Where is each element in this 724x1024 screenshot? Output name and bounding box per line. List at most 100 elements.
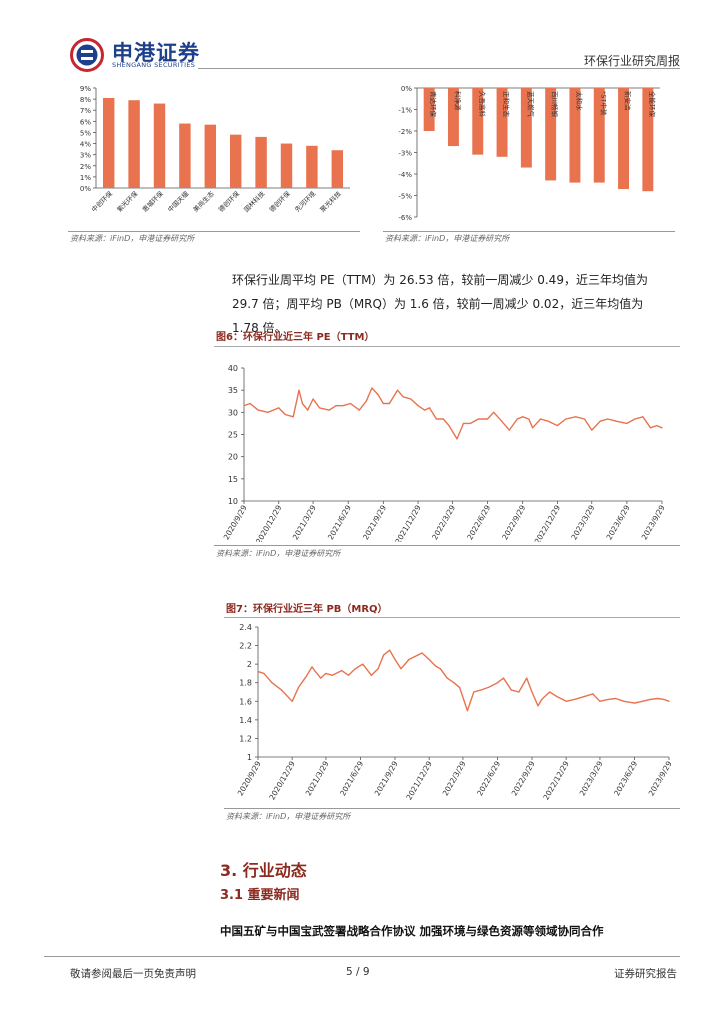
series-point bbox=[325, 672, 327, 675]
y-tick-label: 15 bbox=[228, 475, 238, 484]
source-divider-gainers bbox=[68, 231, 360, 232]
series-point bbox=[556, 696, 558, 698]
shengang-logo-icon bbox=[70, 38, 104, 72]
series-point bbox=[496, 682, 499, 684]
x-tick-label: 2021/9/29 bbox=[373, 759, 400, 797]
series-point bbox=[592, 693, 594, 695]
series-point bbox=[417, 405, 419, 407]
x-tick-label: 2022/9/29 bbox=[500, 503, 527, 541]
y-tick-label: 25 bbox=[228, 431, 238, 440]
series-point bbox=[301, 402, 304, 405]
valuation-summary-paragraph: 环保行业周平均 PE（TTM）为 26.53 倍，较前一周减少 0.49，近三年… bbox=[232, 273, 648, 335]
source-note-pb: 资料来源：iFinD，申港证券研究所 bbox=[226, 812, 351, 821]
y-tick-label: 4% bbox=[80, 141, 91, 149]
series-point bbox=[439, 668, 442, 670]
series-point bbox=[565, 700, 567, 702]
series-point bbox=[408, 658, 410, 661]
series-point bbox=[486, 418, 489, 420]
series-point bbox=[462, 422, 465, 425]
series-point bbox=[575, 416, 577, 418]
y-tick-label: -1% bbox=[398, 107, 412, 115]
y-tick-label: 1 bbox=[247, 753, 252, 762]
series-point bbox=[257, 670, 259, 673]
series-point bbox=[377, 394, 379, 396]
y-tick-label: 10 bbox=[228, 497, 238, 506]
series-point bbox=[389, 649, 391, 651]
series-point bbox=[394, 658, 396, 661]
series-point bbox=[335, 405, 337, 407]
series-point bbox=[298, 389, 300, 391]
series-point bbox=[573, 698, 576, 701]
series-point bbox=[547, 420, 549, 422]
series-point bbox=[371, 387, 373, 389]
brand-name: 申港证券 bbox=[112, 41, 200, 65]
x-tick-label: 2021/12/29 bbox=[393, 503, 423, 542]
bar bbox=[593, 88, 605, 183]
series-point bbox=[487, 686, 490, 688]
series-point bbox=[263, 672, 265, 675]
series-point bbox=[537, 705, 539, 707]
series-point bbox=[271, 682, 273, 684]
losers-bar-chart: 0% -1% -2% -3% -4% -5% -6% 青达环保 科净源 久吾高科 正和生态 蓝天燃气 百… bbox=[398, 85, 660, 222]
x-tick-label: 2023/6/29 bbox=[612, 759, 639, 797]
y-tick-label: 1.8 bbox=[239, 679, 252, 688]
bar bbox=[642, 88, 654, 192]
category-label: 全能环保 bbox=[648, 91, 657, 118]
category-label: 蓝天燃气 bbox=[526, 91, 535, 118]
x-tick-label: 2022/6/29 bbox=[465, 503, 492, 541]
figure-7-divider bbox=[224, 617, 680, 618]
series-point bbox=[377, 668, 379, 670]
series-point bbox=[267, 411, 269, 413]
series-point bbox=[661, 427, 663, 429]
series-point bbox=[615, 697, 617, 700]
x-tick-label: 2021/3/29 bbox=[291, 503, 318, 541]
header-divider bbox=[198, 68, 680, 69]
series-point bbox=[501, 420, 503, 422]
series-point bbox=[312, 398, 314, 400]
x-tick-label: 2021/3/29 bbox=[304, 759, 331, 797]
series-point bbox=[531, 427, 534, 429]
series-point bbox=[657, 697, 659, 700]
bar bbox=[423, 88, 435, 131]
series-point bbox=[649, 698, 651, 701]
series-point bbox=[365, 400, 367, 402]
category-label: 中创环保 bbox=[89, 189, 114, 214]
y-tick-label: 1.6 bbox=[239, 697, 252, 706]
series-point bbox=[623, 700, 625, 702]
category-label: 先河环境 bbox=[293, 189, 318, 214]
bar bbox=[179, 123, 191, 188]
category-label: 青达环保 bbox=[429, 91, 438, 118]
footer-disclaimer: 敬请参阅最后一页免责声明 bbox=[70, 968, 196, 980]
source-divider-pb bbox=[224, 808, 680, 809]
x-tick-label: 2021/6/29 bbox=[338, 759, 365, 797]
series-point bbox=[626, 422, 628, 425]
series-point bbox=[291, 700, 293, 702]
series-point bbox=[607, 698, 609, 701]
series-point bbox=[549, 691, 551, 693]
series-point bbox=[423, 409, 426, 411]
series-point bbox=[305, 675, 308, 677]
y-tick-label: 40 bbox=[228, 364, 238, 373]
series-point bbox=[383, 654, 385, 656]
category-label: 国林科技 bbox=[242, 189, 267, 214]
bar bbox=[153, 103, 166, 188]
series-point bbox=[307, 409, 309, 411]
y-tick-label: -3% bbox=[398, 150, 412, 158]
x-tick-label: 2023/3/29 bbox=[569, 503, 596, 541]
series-point bbox=[663, 698, 665, 701]
series-point bbox=[510, 689, 512, 691]
series-point bbox=[479, 689, 482, 691]
y-tick-label: 2% bbox=[80, 163, 91, 171]
series-point bbox=[516, 418, 518, 420]
bar bbox=[280, 143, 293, 188]
series-point bbox=[292, 416, 294, 418]
x-tick-label: 2022/3/29 bbox=[441, 759, 468, 797]
series-point bbox=[453, 682, 455, 684]
series-point bbox=[649, 427, 652, 429]
series-point bbox=[493, 411, 495, 413]
pe-line-chart: 10 15 20 25 30 35 40 2020/9/29 2020/12/29 2021/3/… bbox=[222, 364, 667, 542]
series-point bbox=[456, 438, 458, 440]
category-label: 中国天楹 bbox=[166, 189, 191, 214]
series-point bbox=[656, 425, 658, 427]
